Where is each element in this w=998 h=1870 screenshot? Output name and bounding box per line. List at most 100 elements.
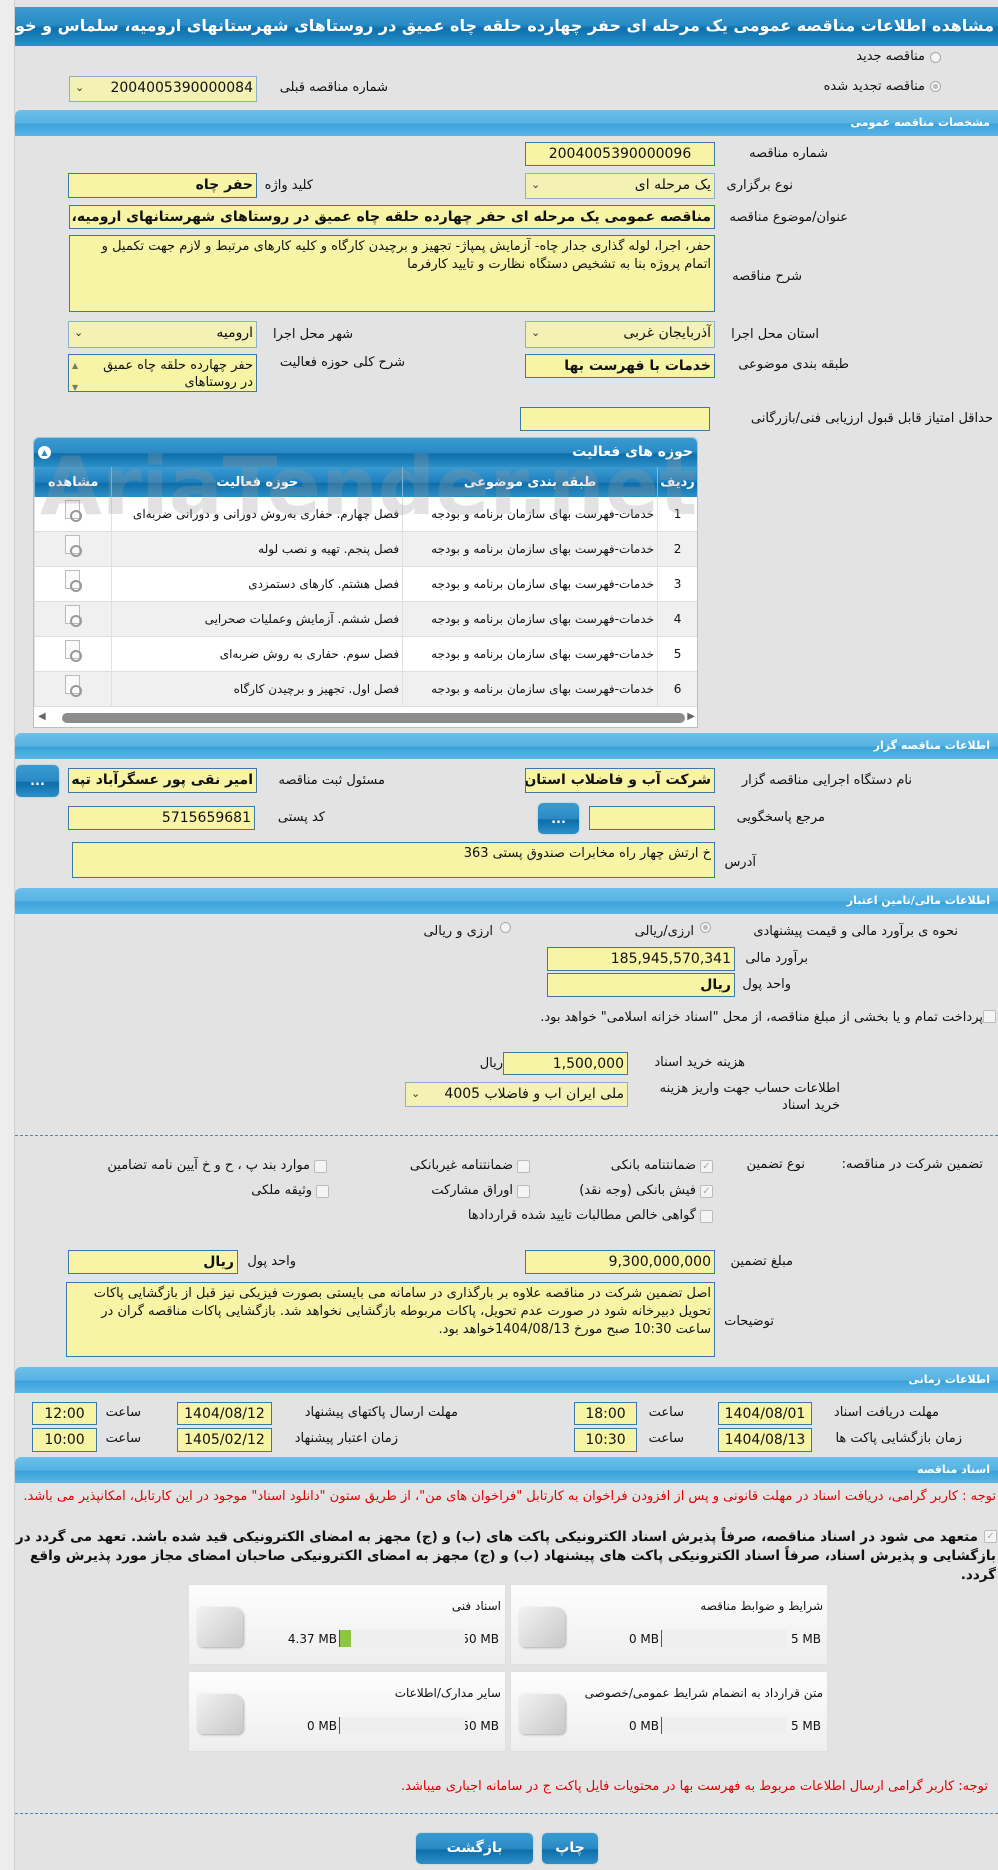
- submit-deadline-time[interactable]: 12:00: [32, 1402, 97, 1425]
- activity-listbox[interactable]: حفر چهارده حلقه چاه عمیق در روستاهای ▲ ▼: [68, 354, 257, 392]
- usage-progress-bar: [661, 1717, 787, 1734]
- usage-progress-bar: [339, 1630, 465, 1647]
- magnifier-document-icon[interactable]: [63, 674, 83, 700]
- view-cell[interactable]: [34, 671, 112, 707]
- radio-currency-rial[interactable]: [500, 922, 511, 933]
- column-header: ردیف: [657, 467, 697, 497]
- account-select[interactable]: ملی ایران اب و فاضلاب 4005 ⌄: [405, 1082, 628, 1107]
- magnifier-document-icon[interactable]: [63, 534, 83, 560]
- validity-field[interactable]: 1405/02/12: [177, 1428, 272, 1452]
- print-button[interactable]: چاپ: [542, 1833, 598, 1864]
- opening-time[interactable]: 10:30: [574, 1428, 637, 1452]
- validity-time[interactable]: 10:00: [32, 1428, 97, 1452]
- treasury-text: پرداخت تمام و یا بخشی از مبلغ مناقصه، از…: [540, 1010, 983, 1025]
- city-select[interactable]: ارومیه ⌄: [68, 321, 257, 348]
- guarantee-amount-field[interactable]: 9,300,000,000: [525, 1250, 715, 1274]
- doc-deadline-label: مهلت دریافت اسناد: [833, 1405, 939, 1420]
- horizontal-scrollbar[interactable]: ◀ ▶: [34, 709, 697, 727]
- guarantee-option-checkbox[interactable]: [517, 1160, 530, 1173]
- guarantee-type-label: نوع تضمین: [746, 1157, 805, 1172]
- row-number: 4: [657, 601, 697, 637]
- min-score-label: حداقل امتیاز قابل قبول ارزیابی فنی/بازرگ…: [750, 411, 993, 426]
- document-upload-card[interactable]: سایر مدارک/اطلاعات 50 MB 0 MB: [188, 1671, 506, 1752]
- new-tender-label: مناقصه جدید: [856, 49, 925, 64]
- view-cell[interactable]: [34, 601, 112, 637]
- reference-field[interactable]: [589, 806, 715, 830]
- activities-grid: حوزه های فعالیت ▲ ردیف طبقه بندی موضوعی حوز…: [33, 437, 698, 728]
- used-size: 0 MB: [306, 1719, 337, 1733]
- validity-label: زمان اعتبار پیشنهاد: [294, 1431, 398, 1446]
- radio-rial[interactable]: [700, 922, 711, 933]
- document-upload-card[interactable]: شرایط و ضوابط مناقصه 5 MB 0 MB: [510, 1584, 828, 1665]
- min-score-field[interactable]: [520, 407, 710, 431]
- document-upload-card[interactable]: اسناد فنی 50 MB 4.37 MB: [188, 1584, 506, 1665]
- guarantee-option-checkbox[interactable]: [517, 1185, 530, 1198]
- address-field[interactable]: خ ارتش چهار راه مخابرات صندوق پستی 363: [72, 842, 715, 878]
- guarantee-option-checkbox[interactable]: [316, 1185, 329, 1198]
- download-notice: توجه : کاربر گرامی، دریافت اسناد در مهلت…: [23, 1489, 996, 1504]
- guarantee-label: تضمین شرکت در مناقصه:: [841, 1157, 983, 1172]
- guarantee-currency-label: واحد پول: [247, 1254, 296, 1269]
- doc-deadline-field[interactable]: 1404/08/01: [718, 1402, 812, 1425]
- magnifier-document-icon[interactable]: [63, 499, 83, 525]
- org-field[interactable]: شرکت آب و فاضلاب استان: [525, 768, 715, 793]
- scrollbar-thumb[interactable]: [62, 713, 685, 723]
- section-organizer: اطلاعات مناقصه گزار: [15, 733, 998, 759]
- radio-renewed-tender[interactable]: [930, 81, 941, 92]
- tender-number-field[interactable]: 2004005390000096: [525, 142, 715, 166]
- postal-code-field[interactable]: 5715659681: [68, 806, 255, 830]
- scroll-right-icon[interactable]: ▶: [687, 711, 695, 722]
- magnifier-document-icon[interactable]: [63, 604, 83, 630]
- guarantee-option-checkbox[interactable]: [314, 1160, 327, 1173]
- collapse-icon[interactable]: ▲: [38, 446, 51, 459]
- document-upload-card[interactable]: متن قرارداد به انضمام شرایط عمومی/خصوصی 5…: [510, 1671, 828, 1752]
- back-button[interactable]: بازگشت: [416, 1833, 533, 1864]
- table-row: 4 خدمات-فهرست بهای سازمان برنامه و بودجه ف…: [34, 601, 697, 637]
- province-select[interactable]: آذربایجان غربی ⌄: [525, 321, 715, 348]
- doc-fee-field[interactable]: 1,500,000: [503, 1052, 628, 1075]
- select-reference-button[interactable]: ...: [538, 803, 579, 834]
- keyword-field[interactable]: حفر چاه: [68, 173, 257, 198]
- magnifier-document-icon[interactable]: [63, 569, 83, 595]
- document-title: شرایط و ضوابط مناقصه: [700, 1599, 823, 1613]
- estimate-field[interactable]: 185,945,570,341: [547, 947, 735, 971]
- view-cell[interactable]: [34, 531, 112, 567]
- doc-deadline-time[interactable]: 18:00: [574, 1402, 637, 1425]
- guarantee-option-checkbox[interactable]: ✓: [700, 1185, 713, 1198]
- commitment-checkbox[interactable]: ✓: [984, 1530, 997, 1543]
- scroll-up-icon[interactable]: ▲: [72, 361, 79, 370]
- subject-field[interactable]: مناقصه عمومی یک مرحله ای حفر چهارده حلقه…: [69, 205, 715, 229]
- row-category: خدمات-فهرست بهای سازمان برنامه و بودجه: [402, 497, 658, 532]
- prev-number-select[interactable]: 2004005390000084 ⌄: [69, 76, 257, 102]
- activity-value: حفر چهارده حلقه چاه عمیق در روستاهای: [103, 358, 253, 390]
- opening-field[interactable]: 1404/08/13: [718, 1428, 812, 1452]
- category-field[interactable]: خدمات با فهرست بها: [525, 354, 715, 378]
- currency-field[interactable]: ریال: [547, 973, 735, 997]
- type-select[interactable]: یک مرحله ای ⌄: [525, 173, 715, 199]
- folder-icon[interactable]: [519, 1607, 565, 1647]
- commitment-text: متعهد می شود در اسناد مناقصه، صرفاً پذیر…: [15, 1529, 996, 1583]
- submit-deadline-field[interactable]: 1404/08/12: [177, 1402, 272, 1425]
- folder-icon[interactable]: [519, 1694, 565, 1734]
- radio-new-tender[interactable]: [930, 52, 941, 63]
- treasury-checkbox[interactable]: [983, 1010, 996, 1023]
- responsible-field[interactable]: امیر نقی پور عسگرآباد تپه: [68, 768, 257, 793]
- view-cell[interactable]: [34, 636, 112, 672]
- scroll-left-icon[interactable]: ◀: [38, 711, 46, 722]
- row-activity: فصل سوم. حفاری به روش ضربه‌ای: [111, 636, 403, 672]
- notes-textarea[interactable]: اصل تضمین شرکت در مناقصه علاوه بر بارگذا…: [66, 1282, 715, 1357]
- view-cell[interactable]: [34, 497, 112, 532]
- scroll-down-icon[interactable]: ▼: [72, 383, 79, 392]
- guarantee-currency-field[interactable]: ریال: [68, 1250, 238, 1274]
- chevron-down-icon: ⌄: [74, 326, 84, 339]
- magnifier-document-icon[interactable]: [63, 639, 83, 665]
- view-cell[interactable]: [34, 566, 112, 602]
- folder-icon[interactable]: [197, 1607, 243, 1647]
- select-responsible-button[interactable]: ...: [16, 765, 59, 797]
- description-textarea[interactable]: حفر، اجرا، لوله گذاری جدار چاه- آزمایش پ…: [69, 235, 715, 312]
- guarantee-option-checkbox[interactable]: ✓: [700, 1160, 713, 1173]
- row-activity: فصل ششم. آزمایش وعملیات صحرایی: [111, 601, 403, 637]
- folder-icon[interactable]: [197, 1694, 243, 1734]
- account-value: ملی ایران اب و فاضلاب 4005: [444, 1086, 624, 1102]
- guarantee-option-checkbox[interactable]: [700, 1210, 713, 1223]
